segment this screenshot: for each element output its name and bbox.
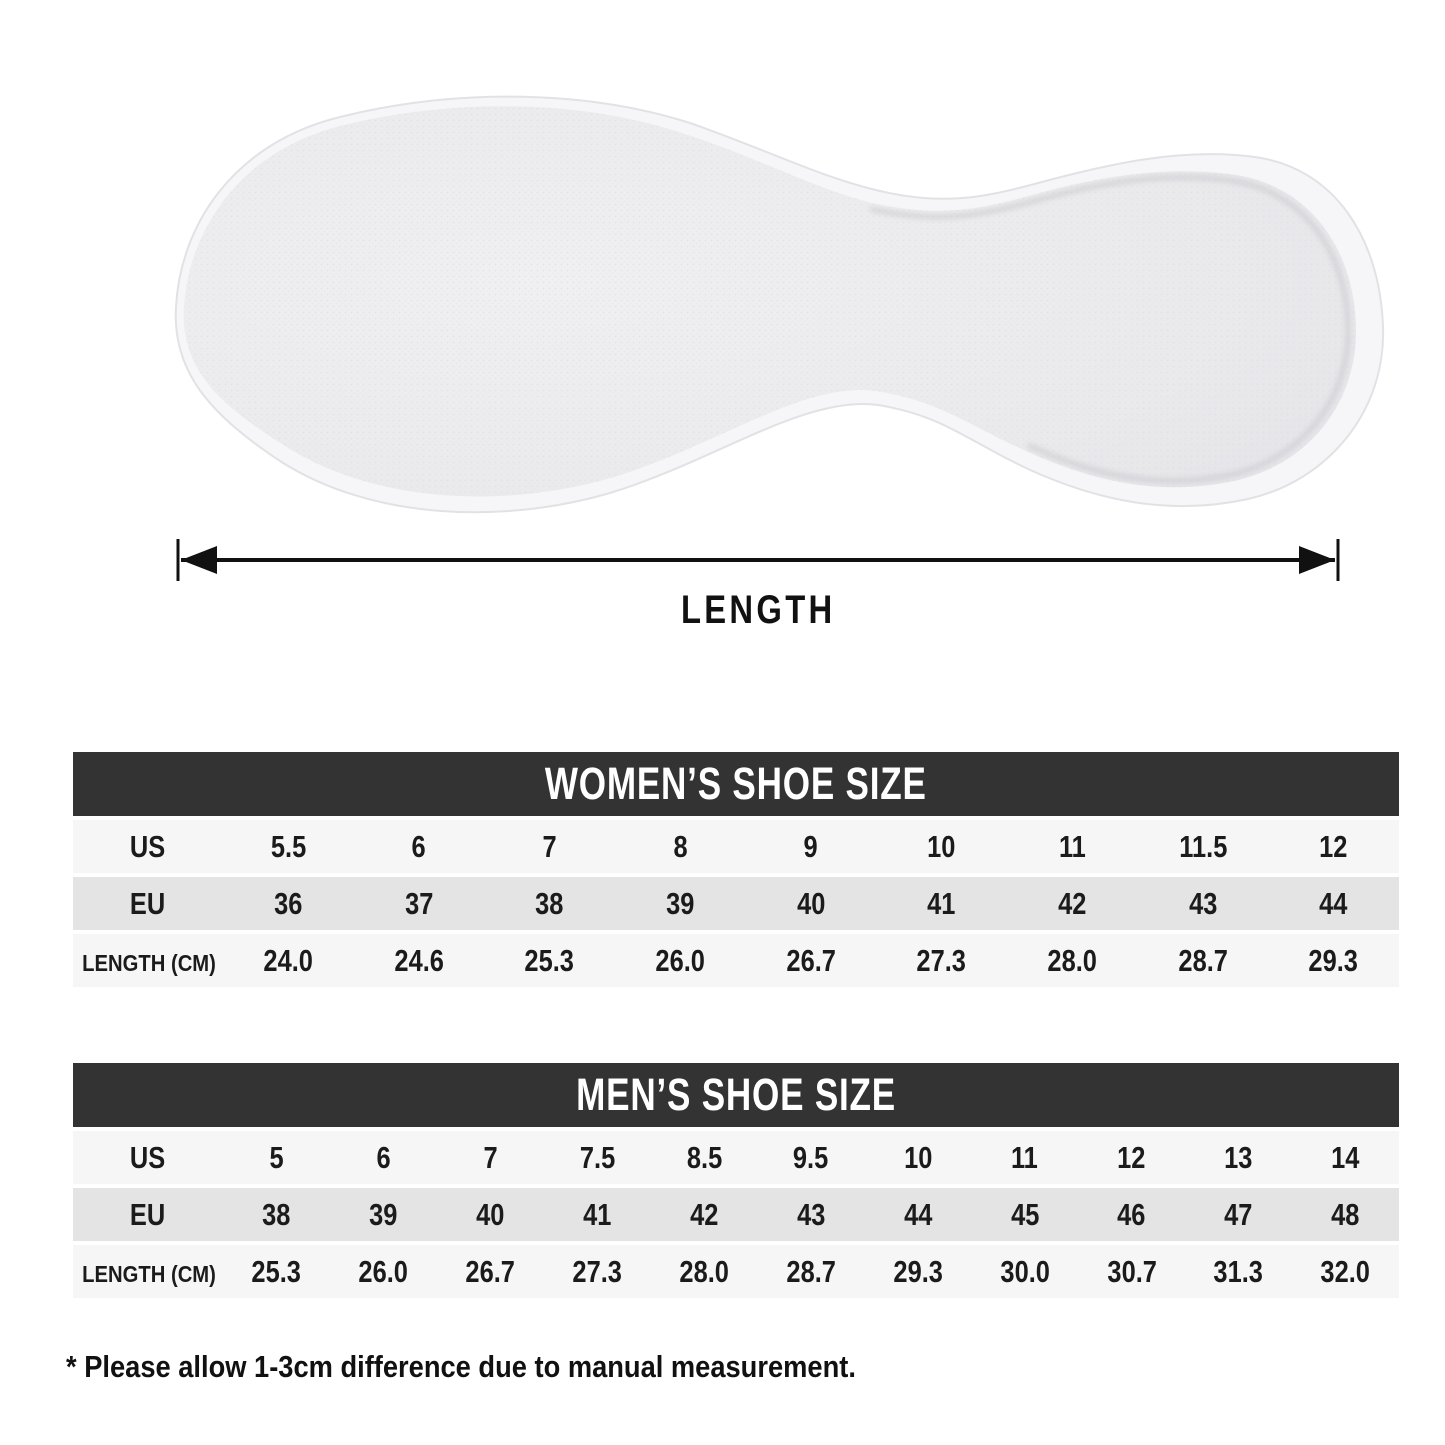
size-value: 41: [927, 885, 956, 921]
size-value: 26.7: [465, 1253, 516, 1289]
size-value: 28.7: [786, 1253, 836, 1289]
size-row: EU 38 39 40 41 42 43 44 45 46 47 48: [73, 1188, 1399, 1241]
mens-size-table: MEN’S SHOE SIZE US 5 6 7 7.5 8.5 9.5 10 11 12 13 14…: [73, 1063, 1399, 1302]
size-value: 44: [1319, 885, 1348, 921]
length-label-text: LENGTH: [680, 588, 836, 632]
size-value: 27.3: [916, 942, 967, 978]
womens-size-table: WOMEN’S SHOE SIZE US 5.5 6 7 8 9 10 11 11.5 12 EU 3…: [73, 752, 1399, 991]
size-value: 10: [927, 828, 956, 864]
row-label: LENGTH (CM): [82, 1260, 216, 1287]
size-value: 14: [1331, 1139, 1360, 1175]
size-value: 46: [1117, 1196, 1146, 1232]
length-arrow: [173, 538, 1343, 582]
size-value: 7: [483, 1139, 498, 1175]
size-row: US 5 6 7 7.5 8.5 9.5 10 11 12 13 14: [73, 1131, 1399, 1184]
size-value: 11: [1058, 828, 1086, 864]
mens-table-title: MEN’S SHOE SIZE: [576, 1069, 896, 1120]
size-value: 28.0: [1047, 942, 1098, 978]
size-value: 42: [1058, 885, 1087, 921]
size-value: 5: [269, 1139, 284, 1175]
double-arrow-icon: [176, 539, 1340, 581]
size-value: 45: [1010, 1196, 1039, 1232]
size-value: 26.7: [786, 942, 836, 978]
size-value: 43: [796, 1196, 826, 1232]
size-value: 30.7: [1106, 1253, 1157, 1289]
size-value: 8.5: [686, 1139, 722, 1175]
length-label: LENGTH: [173, 588, 1343, 633]
mens-table-title-bar: MEN’S SHOE SIZE: [73, 1063, 1399, 1127]
insole-image: [170, 88, 1390, 520]
size-value: 40: [796, 885, 826, 921]
size-value: 29.3: [1308, 942, 1359, 978]
size-value: 9: [803, 828, 819, 864]
size-value: 43: [1188, 885, 1218, 921]
size-value: 8: [673, 828, 688, 864]
size-row: EU 36 37 38 39 40 41 42 43 44: [73, 877, 1399, 930]
size-value: 7.5: [579, 1139, 615, 1175]
insole-top-view-graphic: [174, 95, 1385, 514]
womens-size-grid: US 5.5 6 7 8 9 10 11 11.5 12 EU 36 37 38 39 40 41 42 43 44 L…: [73, 816, 1399, 991]
size-value: 11: [1011, 1139, 1039, 1175]
size-value: 30.0: [1000, 1253, 1050, 1289]
size-value: 41: [583, 1196, 612, 1232]
size-value: 24.6: [394, 942, 444, 978]
size-value: 38: [535, 885, 564, 921]
size-value: 39: [369, 1196, 398, 1232]
row-label: EU: [130, 1196, 166, 1232]
size-value: 36: [274, 885, 303, 921]
footnote: * Please allow 1-3cm difference due to m…: [66, 1349, 1366, 1385]
size-value: 37: [404, 885, 434, 921]
size-value: 13: [1224, 1139, 1253, 1175]
insole-fabric-texture: [183, 106, 1357, 497]
size-row: LENGTH (CM) 24.0 24.6 25.3 26.0 26.7 27.3 28.0 2…: [73, 934, 1399, 987]
size-value: 9.5: [793, 1139, 829, 1175]
size-value: 6: [411, 828, 427, 864]
size-value: 6: [376, 1139, 391, 1175]
size-value: 11.5: [1178, 828, 1227, 864]
size-value: 5.5: [270, 828, 306, 864]
row-label: US: [130, 828, 166, 864]
size-value: 10: [903, 1139, 933, 1175]
size-row: LENGTH (CM) 25.3 26.0 26.7 27.3 28.0 28.7 29.3 3…: [73, 1245, 1399, 1298]
size-value: 12: [1117, 1139, 1146, 1175]
size-row: US 5.5 6 7 8 9 10 11 11.5 12: [73, 820, 1399, 873]
size-value: 48: [1331, 1196, 1360, 1232]
size-value: 26.0: [655, 942, 706, 978]
size-value: 42: [689, 1196, 719, 1232]
size-value: 40: [476, 1196, 505, 1232]
size-value: 7: [542, 828, 557, 864]
womens-table-title: WOMEN’S SHOE SIZE: [545, 758, 927, 809]
footnote-text: * Please allow 1-3cm difference due to m…: [66, 1349, 856, 1384]
size-value: 44: [903, 1196, 933, 1232]
size-value: 24.0: [263, 942, 314, 978]
row-label: EU: [130, 885, 166, 921]
row-label: US: [130, 1139, 166, 1175]
size-value: 29.3: [893, 1253, 943, 1289]
size-value: 47: [1224, 1196, 1253, 1232]
size-value: 28.0: [679, 1253, 729, 1289]
size-value: 25.3: [524, 942, 575, 978]
row-label: LENGTH (CM): [82, 949, 216, 976]
size-value: 27.3: [572, 1253, 622, 1289]
mens-size-grid: US 5 6 7 7.5 8.5 9.5 10 11 12 13 14 EU 38 39 40 41 42 43 44…: [73, 1127, 1399, 1302]
size-value: 26.0: [358, 1253, 409, 1289]
womens-table-title-bar: WOMEN’S SHOE SIZE: [73, 752, 1399, 816]
size-value: 25.3: [251, 1253, 302, 1289]
insole-seam: [869, 175, 1350, 483]
size-value: 38: [262, 1196, 291, 1232]
size-value: 39: [666, 885, 695, 921]
size-value: 12: [1319, 828, 1348, 864]
size-value: 28.7: [1178, 942, 1228, 978]
size-value: 32.0: [1320, 1253, 1371, 1289]
size-value: 31.3: [1213, 1253, 1264, 1289]
